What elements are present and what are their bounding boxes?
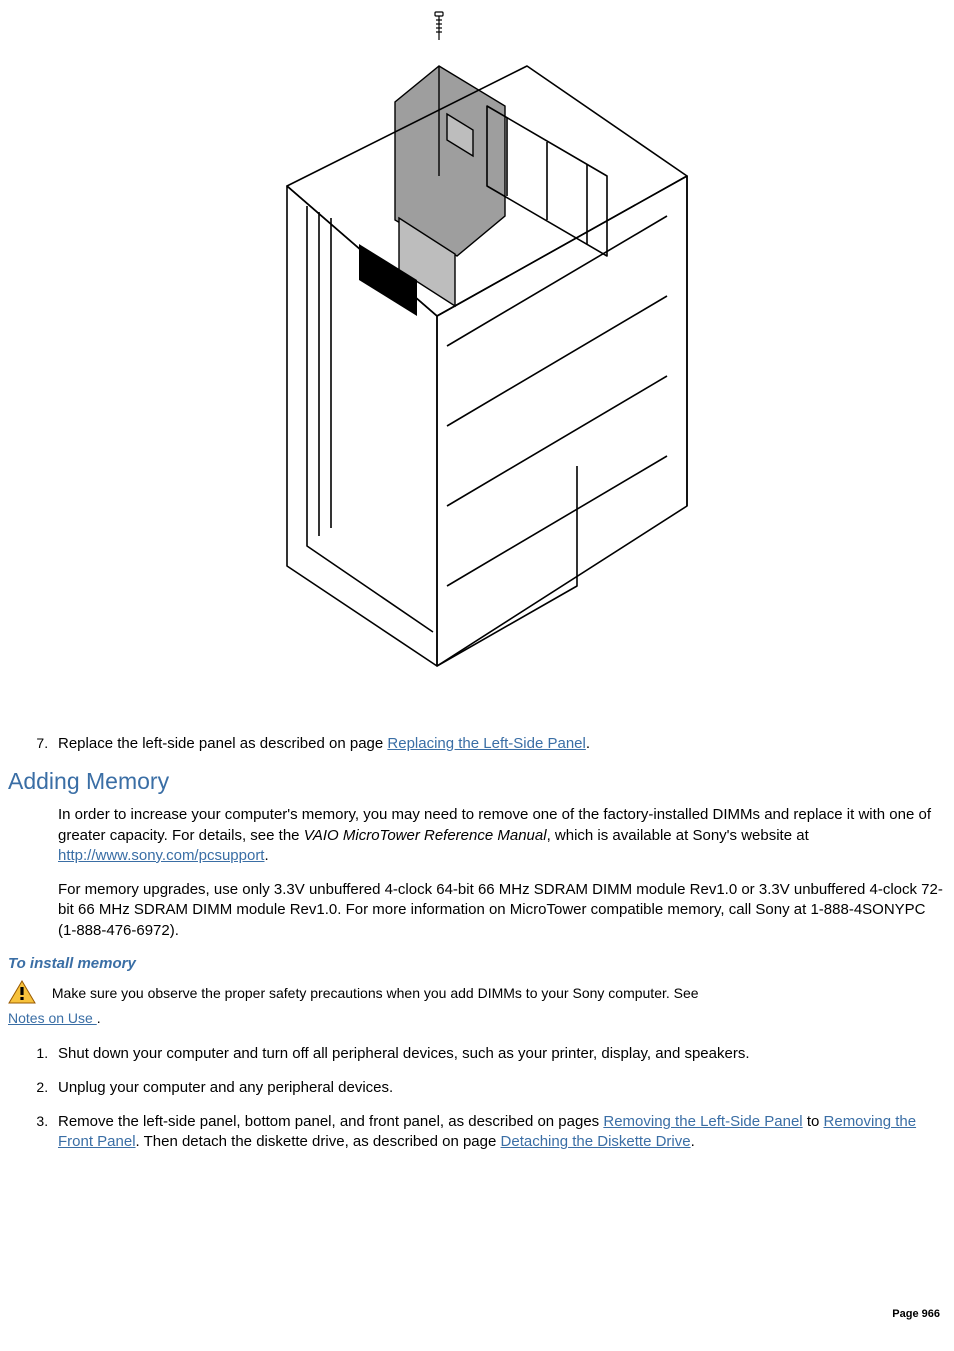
para1-t2: , which is available at Sony's website a… <box>547 827 809 844</box>
adding-memory-para-2: For memory upgrades, use only 3.3V unbuf… <box>58 880 946 941</box>
step-7-text-after: . <box>586 735 590 752</box>
step-7: Replace the left-side panel as described… <box>52 734 946 754</box>
warning-icon <box>8 980 36 1009</box>
figure-container <box>8 6 946 710</box>
removing-left-side-panel-link[interactable]: Removing the Left-Side Panel <box>603 1113 802 1130</box>
adding-memory-para-1: In order to increase your computer's mem… <box>58 805 946 866</box>
s3-d: . <box>691 1133 695 1150</box>
continued-steps-list: Replace the left-side panel as described… <box>8 734 946 754</box>
install-memory-steps: Shut down your computer and turn off all… <box>8 1044 946 1153</box>
s3-b: to <box>803 1113 824 1130</box>
para1-italic: VAIO MicroTower Reference Manual <box>304 827 547 844</box>
safety-note: Make sure you observe the proper safety … <box>8 980 946 1028</box>
expansion-card-figure <box>247 6 707 706</box>
s3-c: . Then detach the diskette drive, as des… <box>136 1133 501 1150</box>
note-text-1: Make sure you observe the proper safety … <box>48 985 699 1001</box>
page-number: Page 966 <box>892 1308 940 1320</box>
para1-t3: . <box>264 847 268 864</box>
step-7-text-before: Replace the left-side panel as described… <box>58 735 387 752</box>
install-step-2: Unplug your computer and any peripheral … <box>52 1078 946 1098</box>
to-install-memory-heading: To install memory <box>8 955 946 972</box>
notes-on-use-link[interactable]: Notes on Use <box>8 1010 97 1026</box>
replacing-left-side-panel-link[interactable]: Replacing the Left-Side Panel <box>387 735 585 752</box>
note-text-2: . <box>97 1010 101 1026</box>
s3-a: Remove the left-side panel, bottom panel… <box>58 1113 603 1130</box>
install-step-1: Shut down your computer and turn off all… <box>52 1044 946 1064</box>
sony-pcsupport-link[interactable]: http://www.sony.com/pcsupport <box>58 847 264 864</box>
install-step-3: Remove the left-side panel, bottom panel… <box>52 1112 946 1153</box>
detaching-diskette-drive-link[interactable]: Detaching the Diskette Drive <box>501 1133 691 1150</box>
adding-memory-heading: Adding Memory <box>8 768 946 795</box>
